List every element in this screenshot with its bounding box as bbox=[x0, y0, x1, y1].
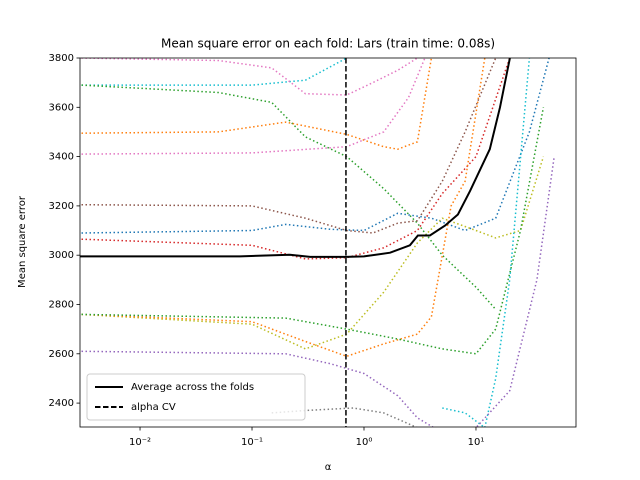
y-tick-label: 3400 bbox=[49, 152, 74, 163]
y-tick-label: 3000 bbox=[49, 250, 74, 261]
plot-area bbox=[80, 58, 555, 427]
y-tick-label: 2600 bbox=[49, 349, 74, 360]
x-tick-label: 10⁻² bbox=[129, 437, 151, 448]
chart-title: Mean square error on each fold: Lars (tr… bbox=[161, 37, 495, 51]
y-tick-label: 3600 bbox=[49, 102, 74, 113]
x-axis-label: α bbox=[325, 462, 332, 473]
axes-frame bbox=[79, 57, 577, 428]
legend-box bbox=[86, 373, 306, 421]
y-tick-label: 2400 bbox=[49, 398, 74, 409]
legend-label: alpha CV bbox=[131, 402, 176, 413]
fold-line bbox=[417, 156, 555, 427]
x-tick-label: 10⁻¹ bbox=[241, 437, 263, 448]
fold-line bbox=[81, 58, 497, 234]
x-tick-label: 10¹ bbox=[468, 437, 485, 448]
legend-label: Average across the folds bbox=[131, 382, 254, 393]
fold-line bbox=[81, 58, 511, 260]
x-tick-label: 10⁰ bbox=[356, 437, 373, 448]
y-axis-label: Mean square error bbox=[17, 195, 28, 288]
y-tick-label: 2800 bbox=[49, 299, 74, 310]
fold-line bbox=[81, 58, 550, 234]
fold-line bbox=[81, 58, 418, 96]
y-tick-label: 3200 bbox=[49, 201, 74, 212]
fold-line bbox=[442, 58, 531, 427]
fold-line bbox=[81, 84, 497, 310]
fold-line bbox=[81, 58, 348, 86]
fold-line bbox=[81, 58, 426, 155]
fold-line bbox=[81, 58, 433, 150]
fold-line bbox=[81, 350, 435, 427]
fold-line bbox=[81, 156, 545, 350]
y-tick-label: 3800 bbox=[49, 53, 74, 64]
fold-line bbox=[271, 407, 418, 427]
average-line bbox=[80, 58, 511, 258]
fold-line bbox=[81, 107, 545, 355]
